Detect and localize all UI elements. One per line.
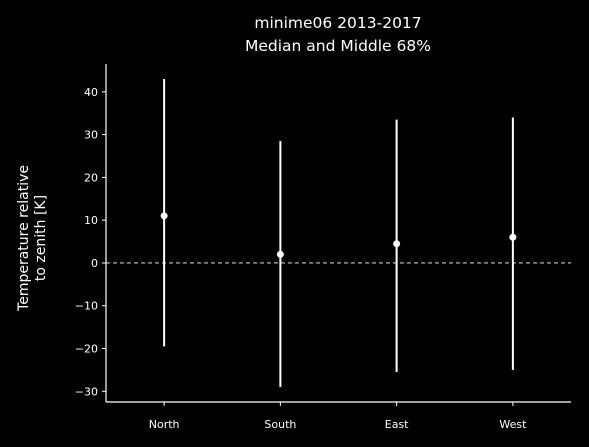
y-tick-label: −20 (75, 343, 98, 356)
y-tick-label: −10 (75, 300, 98, 313)
x-tick-label: West (499, 418, 527, 431)
plot-area: −30 −20 −10 0 10 20 30 40 North South East West (75, 64, 571, 431)
y-axis-label: Temperature relative to zenith [K] (16, 165, 49, 312)
y-tick-label: 0 (91, 257, 98, 270)
y-tick-label: 20 (84, 171, 98, 184)
y-tick-label: 40 (84, 86, 98, 99)
median-point-east (393, 240, 401, 248)
median-point-north (160, 212, 168, 220)
x-tick-label: North (149, 418, 180, 431)
y-tick-label: 10 (84, 214, 98, 227)
median-point-west (509, 233, 517, 241)
y-axis-label-line2: to zenith [K] (33, 195, 49, 281)
y-tick-label: −30 (75, 385, 98, 398)
median-point-south (276, 250, 284, 258)
chart-subtitle: Median and Middle 68% (245, 37, 431, 55)
chart-title: minime06 2013-2017 (254, 14, 421, 32)
x-tick-label: East (385, 418, 409, 431)
y-tick-label: 30 (84, 129, 98, 142)
y-axis-label-line1: Temperature relative (16, 165, 32, 312)
x-tick-label: South (264, 418, 296, 431)
